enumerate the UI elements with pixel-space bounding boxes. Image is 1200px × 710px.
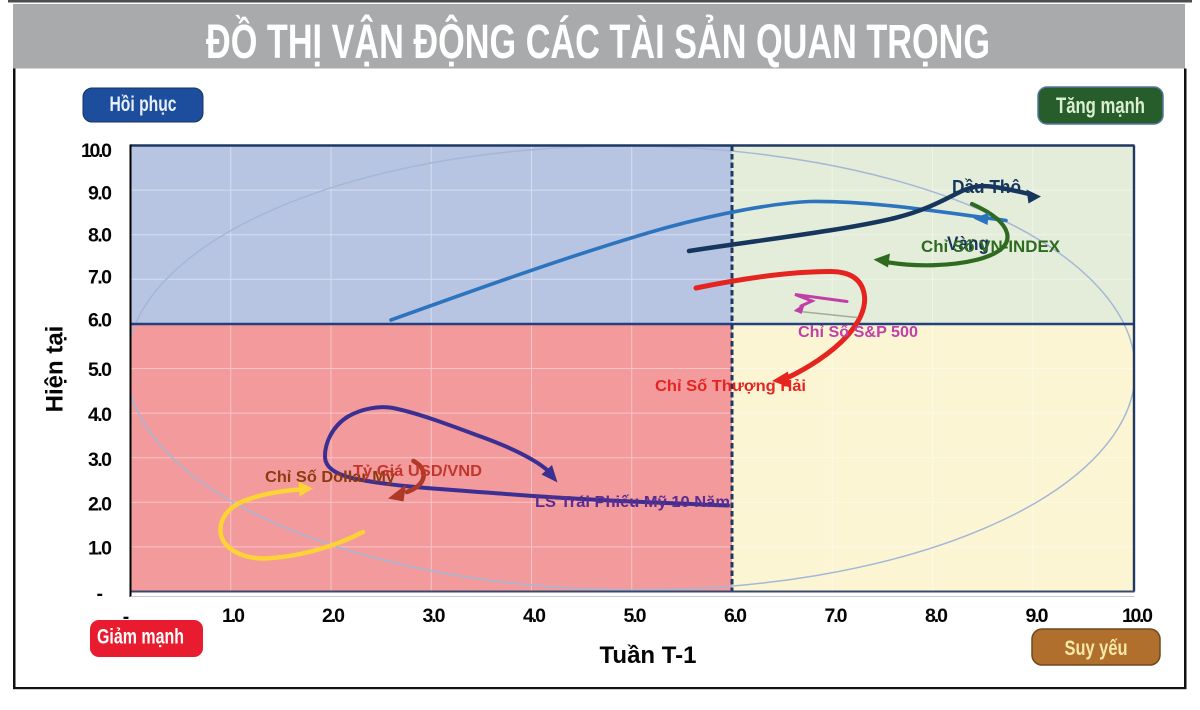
svg-text:Tỷ Giá USD/VND: Tỷ Giá USD/VND <box>353 463 482 480</box>
svg-text:10.0: 10.0 <box>1122 605 1153 627</box>
svg-text:Suy yếu: Suy yếu <box>1065 637 1128 660</box>
svg-text:Vàng: Vàng <box>947 234 989 255</box>
svg-text:10.0: 10.0 <box>81 140 112 162</box>
svg-text:4.0: 4.0 <box>523 605 546 627</box>
svg-text:Chỉ Số Thượng Hải: Chỉ Số Thượng Hải <box>655 378 806 395</box>
svg-text:Tăng mạnh: Tăng mạnh <box>1056 93 1145 118</box>
svg-text:8.0: 8.0 <box>925 605 948 627</box>
svg-text:3.0: 3.0 <box>423 605 446 627</box>
svg-text:9.0: 9.0 <box>1026 605 1049 627</box>
svg-text:Dầu Thô: Dầu Thô <box>952 177 1021 197</box>
svg-text:4.0: 4.0 <box>88 404 112 426</box>
svg-text:Hồi phục: Hồi phục <box>110 93 177 116</box>
svg-text:9.0: 9.0 <box>88 183 112 205</box>
svg-text:2.0: 2.0 <box>322 605 345 627</box>
svg-text:-: - <box>123 606 130 628</box>
svg-text:5.0: 5.0 <box>624 605 647 627</box>
svg-text:-: - <box>97 583 104 605</box>
svg-text:7.0: 7.0 <box>88 267 112 289</box>
svg-text:6.0: 6.0 <box>88 310 112 332</box>
svg-text:Tuần T-1: Tuần T-1 <box>600 642 697 669</box>
svg-text:ĐỒ THỊ VẬN ĐỘNG CÁC TÀI SẢN QU: ĐỒ THỊ VẬN ĐỘNG CÁC TÀI SẢN QUAN TRỌNG <box>206 14 990 69</box>
svg-text:5.0: 5.0 <box>88 359 112 381</box>
svg-text:LS Trái Phiếu Mỹ 10 Năm: LS Trái Phiếu Mỹ 10 Năm <box>535 494 730 511</box>
svg-text:Giảm mạnh: Giảm mạnh <box>97 626 184 649</box>
svg-text:8.0: 8.0 <box>88 225 112 247</box>
svg-text:3.0: 3.0 <box>88 449 112 471</box>
svg-text:7.0: 7.0 <box>825 605 848 627</box>
svg-text:6.0: 6.0 <box>724 605 747 627</box>
svg-text:Hiện tại: Hiện tại <box>42 326 69 413</box>
svg-text:Chỉ Số Dollar Mỹ: Chỉ Số Dollar Mỹ <box>265 469 395 486</box>
svg-text:Chỉ Số VN-INDEX: Chỉ Số VN-INDEX <box>921 237 1061 256</box>
svg-text:1.0: 1.0 <box>88 538 112 560</box>
svg-text:1.0: 1.0 <box>222 605 245 627</box>
svg-text:Chỉ Số S&P 500: Chỉ Số S&P 500 <box>798 324 918 341</box>
svg-text:2.0: 2.0 <box>88 494 112 516</box>
